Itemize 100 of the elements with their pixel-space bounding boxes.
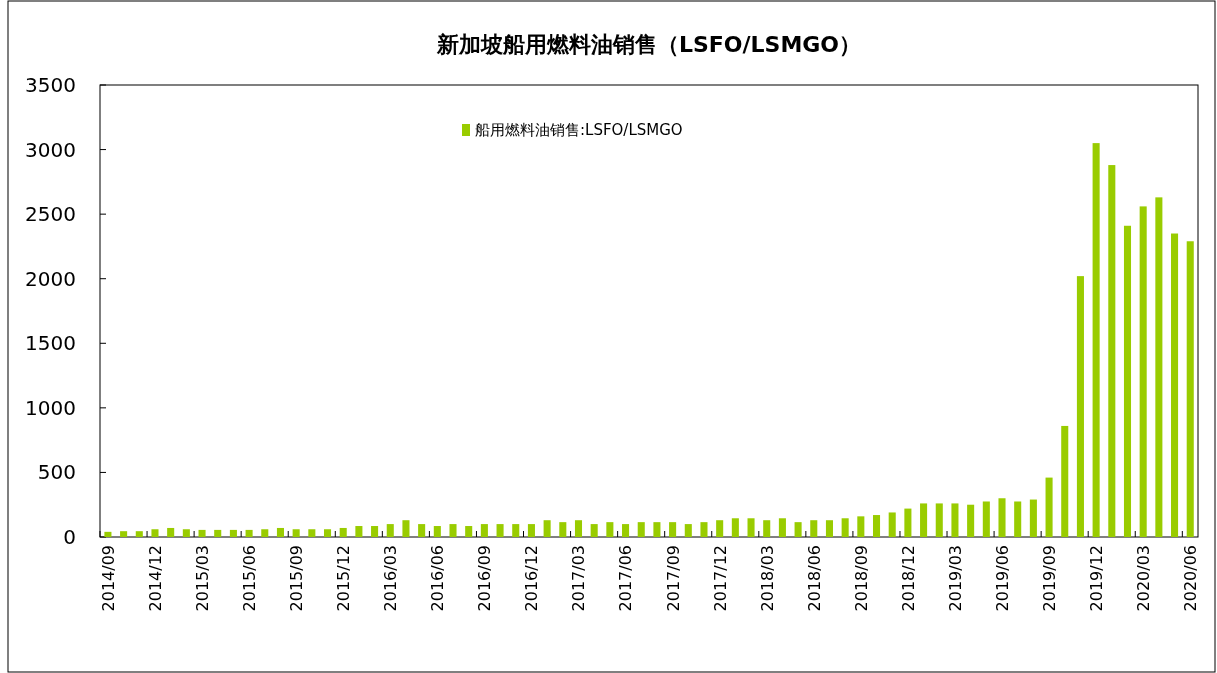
bar (684, 524, 692, 537)
bar (135, 531, 143, 537)
x-tick-label: 2019/06 (992, 545, 1012, 612)
x-tick-label: 2015/12 (334, 545, 354, 612)
bar (527, 524, 535, 537)
bar (763, 520, 771, 537)
bar (323, 529, 332, 537)
bar (653, 522, 661, 537)
x-tick-label: 2019/09 (1039, 545, 1059, 612)
bar (1171, 233, 1179, 537)
x-tick-label: 2017/06 (616, 545, 636, 612)
bar (182, 529, 190, 537)
bar (982, 501, 990, 537)
bar (1014, 501, 1022, 537)
bar (1029, 499, 1037, 537)
x-tick-label: 2020/06 (1181, 545, 1201, 612)
y-tick-label: 3500 (25, 73, 76, 97)
bar (1155, 197, 1163, 537)
bar (496, 524, 504, 537)
bar (465, 526, 473, 537)
bar (1123, 225, 1132, 537)
x-tick-label: 2017/12 (710, 545, 730, 612)
bar (841, 518, 849, 537)
bar (747, 518, 755, 537)
bar (825, 520, 833, 537)
x-tick-label: 2015/09 (287, 545, 307, 612)
bar (276, 527, 284, 537)
bar (433, 526, 441, 537)
bar (402, 520, 410, 537)
bar (245, 529, 253, 537)
bar (480, 524, 488, 537)
bar (810, 520, 818, 537)
bar (559, 522, 567, 537)
bar (669, 522, 677, 537)
bar (261, 529, 269, 537)
bar (151, 529, 159, 537)
bar (967, 504, 975, 537)
bar (198, 529, 206, 537)
bar (920, 503, 928, 537)
bar (935, 503, 943, 537)
legend-label: 船用燃料油销售:LSFO/LSMGO (475, 121, 683, 139)
x-tick-label: 2017/03 (569, 545, 589, 612)
x-tick-label: 2016/06 (428, 545, 448, 612)
x-tick-label: 2016/03 (381, 545, 401, 612)
bar (1045, 477, 1053, 537)
bar (355, 526, 363, 537)
bar (1186, 241, 1194, 537)
bar (778, 518, 786, 537)
x-tick-label: 2015/03 (192, 545, 212, 612)
bar (731, 518, 739, 537)
bar (590, 524, 598, 537)
bar (229, 529, 237, 537)
bar (951, 503, 959, 537)
bar (418, 524, 426, 537)
bar (574, 520, 583, 537)
bar (371, 526, 379, 537)
bar (1092, 143, 1100, 537)
bar (794, 522, 802, 537)
bar (214, 529, 222, 537)
y-tick-label: 500 (37, 460, 76, 485)
x-tick-label: 2015/06 (240, 545, 260, 612)
bar (1108, 165, 1116, 537)
x-tick-label: 2018/09 (851, 545, 871, 612)
bar (292, 529, 300, 537)
y-tick-label: 3000 (25, 137, 76, 162)
x-tick-label: 2016/12 (522, 545, 542, 612)
bar (904, 508, 912, 537)
bar (622, 524, 630, 537)
bar (888, 512, 896, 537)
bar (104, 531, 112, 537)
bar (872, 515, 881, 537)
bar (1061, 425, 1069, 537)
bar (857, 516, 865, 537)
y-tick-label: 0 (63, 525, 76, 549)
bar (1076, 276, 1084, 537)
x-tick-label: 2017/09 (663, 545, 683, 612)
bar (637, 522, 645, 537)
chart-title: 新加坡船用燃料油销售（LSFO/LSMGO） (435, 32, 862, 57)
bar (606, 522, 614, 537)
x-tick-label: 2019/03 (945, 545, 965, 612)
x-tick-label: 2016/09 (475, 545, 495, 612)
y-tick-label: 1500 (25, 331, 76, 356)
bar (512, 524, 520, 537)
bar (998, 498, 1006, 537)
bar (339, 527, 347, 537)
bar (167, 527, 175, 537)
bar (386, 524, 394, 537)
bar (449, 524, 457, 537)
x-tick-label: 2014/12 (145, 545, 165, 612)
x-tick-label: 2018/06 (804, 545, 824, 612)
bar (120, 531, 128, 537)
y-tick-label: 1000 (25, 395, 76, 420)
x-tick-label: 2018/12 (898, 545, 918, 612)
y-tick-label: 2500 (25, 202, 76, 227)
x-tick-label: 2020/03 (1134, 545, 1154, 612)
bar (308, 529, 316, 537)
x-tick-label: 2018/03 (757, 545, 777, 612)
bar (700, 522, 708, 537)
bar (1139, 206, 1147, 537)
x-tick-label: 2014/09 (98, 545, 118, 612)
